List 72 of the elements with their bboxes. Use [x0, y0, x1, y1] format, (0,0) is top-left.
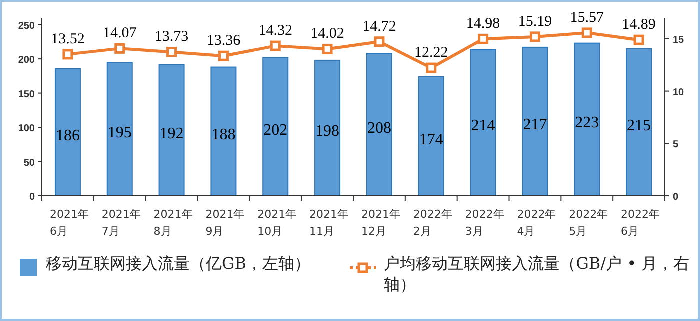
- point: [218, 50, 229, 62]
- data-label: 208: [367, 120, 392, 137]
- bar: [574, 42, 600, 196]
- data-label: 195: [108, 124, 132, 142]
- bar: [314, 60, 341, 196]
- bar: [158, 64, 185, 196]
- x-tick-label: 2021年 7月: [102, 208, 141, 238]
- y2-tick-label: 10: [673, 87, 685, 98]
- data-label: 14.02: [310, 26, 344, 42]
- point: [62, 49, 74, 60]
- point: [478, 34, 489, 44]
- bar: [470, 48, 496, 196]
- bar: [626, 48, 652, 196]
- bar: [210, 66, 237, 196]
- x-tick-label: 2022年 4月: [517, 208, 556, 238]
- point: [582, 28, 592, 38]
- data-label: 14.07: [103, 26, 138, 42]
- point: [322, 44, 333, 54]
- data-label: 174: [419, 131, 444, 148]
- bar: [106, 62, 133, 196]
- data-label: 215: [627, 117, 652, 134]
- y-tick-label: 250: [18, 20, 36, 32]
- bar: [262, 57, 289, 196]
- data-label: 214: [471, 118, 496, 135]
- data-label: 14.32: [258, 23, 292, 40]
- data-label: 198: [316, 123, 340, 140]
- data-label: 14.89: [622, 17, 656, 34]
- data-label: 13.36: [206, 33, 242, 50]
- y-tick-label: 100: [18, 124, 36, 135]
- bar: [522, 46, 548, 196]
- x-tick-label: 2022年 5月: [569, 208, 608, 238]
- bar: [366, 53, 392, 196]
- point: [166, 46, 178, 58]
- y-tick-label: 200: [18, 55, 36, 66]
- data-label: 223: [575, 114, 600, 132]
- y2-tick-label: 0: [673, 192, 679, 203]
- data-label: 192: [160, 125, 184, 142]
- point: [270, 40, 281, 52]
- data-label: 15.19: [518, 14, 552, 30]
- data-label: 12.22: [414, 45, 448, 62]
- legend-label: 户均移动互联网接入流量（GB/户 • 月，右轴）: [384, 254, 690, 296]
- data-label: 13.73: [154, 29, 189, 46]
- x-tick-label: 2021年 6月: [50, 208, 89, 238]
- x-tick-label: 2022年 3月: [465, 208, 504, 238]
- point: [634, 34, 644, 46]
- point: [530, 32, 540, 42]
- x-tick-label: 2021年 10月: [258, 208, 297, 238]
- x-tick-label: 2021年 12月: [361, 208, 400, 238]
- bar: [54, 68, 81, 196]
- y2-tick-label: 15: [673, 34, 685, 46]
- y-tick-label: 50: [24, 158, 36, 169]
- data-label: 202: [264, 122, 288, 139]
- x-tick-label: 2021年 8月: [154, 208, 193, 238]
- data-label: 14.72: [362, 18, 396, 35]
- point: [426, 62, 437, 74]
- x-tick-label: 2022年 6月: [621, 208, 660, 238]
- y2-tick-label: 5: [673, 140, 679, 151]
- data-label: 186: [56, 127, 80, 144]
- y-tick-label: 0: [29, 192, 36, 203]
- x-tick-label: 2021年 9月: [206, 208, 245, 238]
- bar: [418, 76, 444, 196]
- data-label: 14.98: [466, 16, 500, 32]
- legend-label: 移动互联网接入流量（亿GB，左轴）: [46, 254, 311, 275]
- data-label: 217: [523, 116, 548, 134]
- point: [114, 43, 126, 54]
- data-label: 15.57: [570, 10, 604, 26]
- data-label: 13.52: [51, 31, 85, 48]
- data-label: 188: [212, 126, 236, 144]
- x-tick-label: 2022年 2月: [413, 208, 452, 238]
- y-tick-label: 150: [18, 89, 36, 100]
- x-tick-label: 2021年 11月: [310, 208, 349, 238]
- point: [374, 36, 385, 48]
